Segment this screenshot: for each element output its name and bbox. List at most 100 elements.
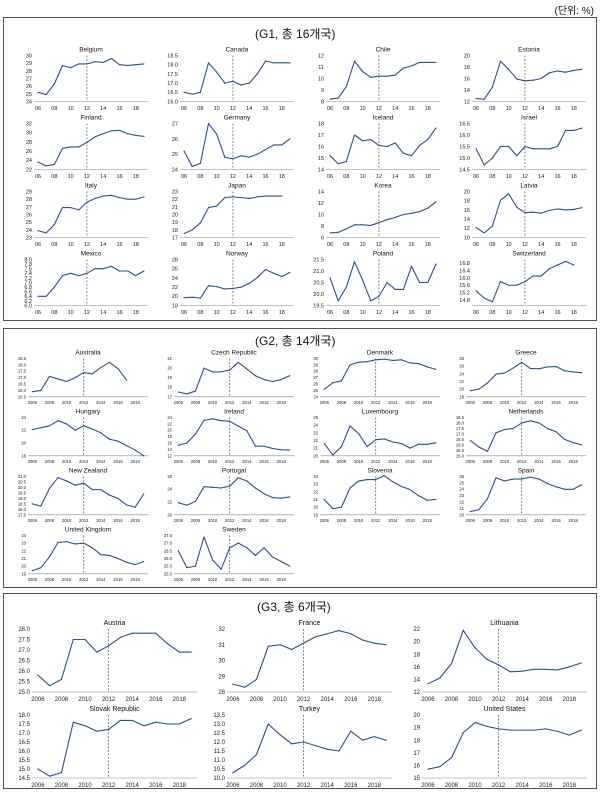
- data-point: [224, 82, 226, 84]
- data-point: [491, 157, 493, 159]
- chart-lithuania: Lithuania 12 14 16 18 20 22 2006 2008 2010 2012 201…: [398, 617, 593, 703]
- y-tick-label: 16: [413, 665, 420, 671]
- y-tick-label: 19.5: [18, 490, 27, 495]
- data-point: [568, 734, 570, 736]
- data-point: [512, 367, 514, 369]
- data-point: [427, 683, 429, 685]
- data-point: [291, 648, 293, 651]
- data-point: [508, 193, 510, 195]
- data-point: [273, 195, 275, 197]
- data-point: [426, 499, 428, 501]
- y-tick-label: 15.5: [18, 758, 30, 764]
- chart-title: Australia: [75, 350, 101, 357]
- data-point: [100, 554, 102, 556]
- y-tick-label: 7.8: [24, 262, 32, 268]
- data-point: [581, 372, 583, 374]
- data-point: [417, 495, 420, 497]
- chart-title: Canada: [226, 47, 249, 54]
- data-point: [84, 725, 86, 727]
- y-tick-label: 18: [464, 199, 470, 205]
- data-point: [183, 91, 185, 93]
- chart-austria: Austria 25.0 25.5 26.0 26.5 27.0 27.5 28.0 2006 2…: [8, 617, 203, 703]
- x-tick-label: 2012: [371, 400, 381, 405]
- x-tick-label: 18: [425, 106, 431, 112]
- x-tick-label: 12: [230, 174, 236, 180]
- x-tick-label: 2014: [534, 518, 544, 523]
- y-tick-label: 27: [26, 76, 32, 82]
- data-point: [532, 79, 534, 81]
- x-tick-label: 08: [343, 310, 349, 316]
- data-point: [289, 375, 291, 377]
- y-tick-label: 18: [167, 434, 172, 439]
- x-tick-label: 2012: [517, 518, 527, 523]
- data-point: [508, 145, 510, 148]
- data-point: [190, 651, 192, 653]
- x-tick-label: 2006: [466, 518, 476, 523]
- y-tick-label: 28: [172, 257, 178, 263]
- data-point: [94, 136, 96, 138]
- y-tick-label: 18: [172, 228, 178, 234]
- y-tick-label: 16.5: [18, 740, 30, 746]
- series-line: [470, 361, 582, 392]
- data-point: [211, 371, 214, 373]
- data-point: [191, 229, 193, 231]
- data-point: [524, 280, 526, 283]
- x-tick-label: 10: [506, 310, 512, 316]
- y-tick-label: 25.0: [18, 690, 30, 696]
- data-point: [581, 68, 583, 70]
- x-tick-label: 14: [392, 310, 398, 316]
- chart-title: Austria: [104, 620, 126, 627]
- x-tick-label: 2010: [62, 459, 72, 464]
- chart-poland: Poland 19.5 20.0 20.5 21.0 21.5 06 08 10 12 14 16 18: [300, 248, 446, 316]
- data-point: [135, 134, 137, 137]
- data-point: [419, 144, 421, 146]
- y-tick-label: 19.5: [313, 303, 324, 309]
- y-tick-label: 28: [218, 690, 225, 696]
- series-line: [232, 630, 387, 688]
- data-point: [119, 636, 121, 638]
- y-tick-label: 28: [26, 69, 32, 75]
- data-point: [326, 633, 328, 635]
- data-point: [565, 209, 567, 211]
- chart-slovenia: Slovenia 19 20 21 22 23 24 2006 2008 2010 2012 2014…: [300, 465, 446, 524]
- series-line: [38, 265, 145, 297]
- y-tick-label: 28: [313, 369, 318, 374]
- data-point: [435, 61, 437, 63]
- data-point: [183, 233, 185, 235]
- data-point: [503, 372, 506, 374]
- data-point: [410, 265, 413, 267]
- x-tick-label: 06: [181, 174, 187, 180]
- y-tick-label: 15: [413, 776, 420, 782]
- x-tick-label: 16: [262, 242, 268, 248]
- data-point: [102, 133, 104, 135]
- data-point: [91, 547, 93, 549]
- data-point: [486, 725, 488, 727]
- x-tick-label: 2012: [517, 400, 527, 405]
- y-tick-label: 21.5: [313, 257, 324, 263]
- x-tick-label: 2018: [276, 400, 286, 405]
- data-point: [186, 442, 188, 444]
- series-line: [475, 127, 583, 166]
- x-tick-label: 18: [133, 174, 139, 180]
- data-point: [370, 300, 372, 302]
- chart-belgium: Belgium 24 25 26 27 28 29 30 06 08 10 12 14 16 18: [8, 44, 154, 112]
- chart-title: Czech Republic: [211, 350, 257, 357]
- y-tick-label: 17.0: [167, 81, 178, 87]
- data-point: [483, 98, 485, 100]
- data-point: [378, 144, 380, 146]
- y-tick-label: 10: [318, 212, 324, 218]
- x-tick-label: 10: [506, 242, 512, 248]
- x-tick-label: 2006: [174, 577, 184, 582]
- x-tick-label: 06: [327, 310, 333, 316]
- group-g3-panel: [3, 593, 597, 789]
- data-point: [353, 60, 356, 62]
- y-tick-label: 18: [172, 303, 178, 309]
- series-line: [232, 723, 387, 774]
- x-tick-label: 2016: [405, 400, 415, 405]
- data-point: [329, 277, 331, 279]
- x-tick-label: 18: [425, 174, 431, 180]
- data-point: [340, 380, 343, 382]
- data-point: [532, 275, 534, 277]
- chart-title: New Zealand: [69, 468, 108, 475]
- y-tick-label: 15.0: [456, 453, 465, 458]
